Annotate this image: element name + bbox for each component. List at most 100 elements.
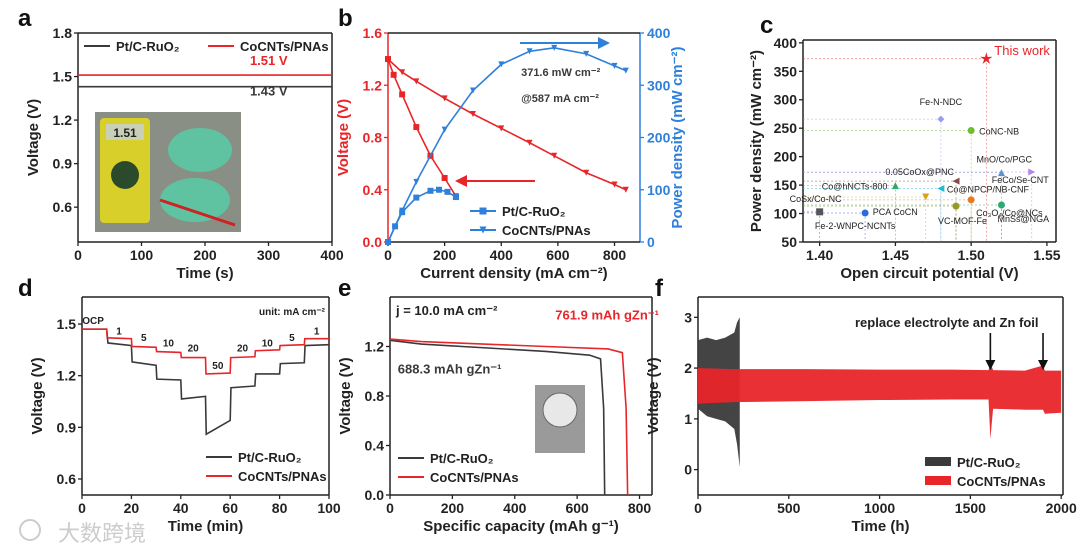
series-line-0 xyxy=(82,328,330,436)
x-axis-label: Time (h) xyxy=(851,518,909,535)
x-tick-label: 1000 xyxy=(864,500,895,516)
x-tick-label: 0 xyxy=(78,500,86,516)
x-tick-label: 1.50 xyxy=(958,247,985,263)
step-label: 5 xyxy=(289,333,295,344)
legend-label: Pt/C-RuO₂ xyxy=(502,204,566,219)
x-axis-label: Current density (mA cm⁻²) xyxy=(420,265,607,282)
y-tick-label: 200 xyxy=(774,149,798,165)
y-tick-label: 0.9 xyxy=(53,156,73,172)
y-tick-label: 0.8 xyxy=(365,388,385,404)
data-point xyxy=(413,124,420,131)
y-tick-label: 0.4 xyxy=(363,182,383,198)
data-point xyxy=(427,187,434,194)
panel-label: c xyxy=(760,12,773,39)
data-point xyxy=(452,194,459,201)
annotation: replace electrolyte and Zn foil xyxy=(855,315,1039,330)
step-label: 50 xyxy=(212,361,224,372)
legend-label: CoCNTs/PNAs xyxy=(502,223,591,238)
data-point xyxy=(413,78,420,85)
cell-window xyxy=(542,392,578,428)
panel-label: b xyxy=(338,5,353,32)
point-label: MnSs@NGA xyxy=(997,214,1049,224)
y-tick-label: 0.6 xyxy=(57,471,77,487)
annotation: 1.51 V xyxy=(250,53,288,68)
x-tick-label: 1.45 xyxy=(882,247,909,263)
glove-hand xyxy=(160,178,230,222)
data-point xyxy=(952,202,960,210)
data-point xyxy=(413,194,420,201)
y2-tick-label: 0 xyxy=(647,234,655,250)
data-point xyxy=(498,125,505,132)
y-tick-label: 0.9 xyxy=(57,419,77,435)
y2-tick-label: 300 xyxy=(647,77,671,93)
x-tick-label: 1.55 xyxy=(1033,247,1060,263)
x-tick-label: 80 xyxy=(272,500,288,516)
series-band-1 xyxy=(698,363,1062,440)
data-point xyxy=(390,71,397,78)
legend-marker xyxy=(479,207,487,215)
data-point xyxy=(611,62,618,69)
data-point xyxy=(441,95,448,102)
x-axis-label: Specific capacity (mAh g⁻¹) xyxy=(423,518,618,535)
legend-label: CoCNTs/PNAs xyxy=(238,469,327,484)
x-tick-label: 600 xyxy=(546,247,570,263)
data-point xyxy=(997,201,1005,209)
point-label: This work xyxy=(994,43,1050,58)
data-point xyxy=(583,50,590,57)
annotation: 688.3 mAh gZn⁻¹ xyxy=(398,362,502,377)
point-label: CoSx/Co-NC xyxy=(790,194,843,204)
data-point xyxy=(861,209,869,217)
step-label: 5 xyxy=(141,333,147,344)
y-axis-label: Voltage (V) xyxy=(337,357,354,434)
data-point xyxy=(583,169,590,176)
data-point xyxy=(622,67,629,74)
panel-d: d 0 20 40 60 80 100 0.6 0.9 1.2 1.5 Time (min) Volta… xyxy=(18,275,341,535)
y-tick-label: 250 xyxy=(774,120,798,136)
panel-label: f xyxy=(655,275,664,302)
y-tick-label: 0.8 xyxy=(363,130,383,146)
data-point xyxy=(435,186,442,193)
step-label: 20 xyxy=(188,344,200,355)
point-label: CoNC-NB xyxy=(979,126,1019,136)
x-tick-label: 0 xyxy=(384,247,392,263)
y-tick-label: 1.6 xyxy=(363,25,383,41)
point-label: Co₃O₄/Co@NCs xyxy=(976,208,1043,218)
panel-a: a 0 100 200 300 400 0.6 0.9 1.2 1.5 1.8 Time (s) Vol… xyxy=(18,5,344,282)
data-point xyxy=(385,56,391,63)
data-point xyxy=(526,139,533,146)
series-line-1 xyxy=(389,338,629,496)
x-tick-label: 1.40 xyxy=(806,247,833,263)
x-tick-label: 60 xyxy=(222,500,238,516)
multimeter-display xyxy=(106,124,144,140)
x-tick-label: 400 xyxy=(320,247,344,263)
x-axis-label: Open circuit potential (V) xyxy=(840,265,1018,282)
y2-tick-label: 200 xyxy=(647,130,671,146)
step-label: 20 xyxy=(237,344,249,355)
x-tick-label: 400 xyxy=(503,500,527,516)
x-axis-label: Time (min) xyxy=(168,518,244,535)
panel-label: a xyxy=(18,5,32,32)
x-tick-label: 600 xyxy=(565,500,589,516)
legend-swatch xyxy=(925,476,951,485)
point-label: FeCo/Se-CNT xyxy=(992,175,1050,185)
y-tick-label: 1.2 xyxy=(53,112,73,128)
x-tick-label: 0 xyxy=(74,247,82,263)
y-tick-label: 3 xyxy=(684,309,692,325)
x-tick-label: 800 xyxy=(628,500,652,516)
arrowhead xyxy=(1038,360,1049,370)
annotation: 371.6 mW cm⁻² xyxy=(521,67,601,79)
data-point xyxy=(399,207,406,214)
y-tick-label: 1.8 xyxy=(53,25,73,41)
y-tick-label: 1.5 xyxy=(57,316,77,332)
y-axis-label: Voltage (V) xyxy=(645,357,662,434)
annotation: 761.9 mAh gZn⁻¹ xyxy=(555,307,659,322)
x-tick-label: 500 xyxy=(777,500,801,516)
point-label: 0.05CoOx@PNC xyxy=(885,167,954,177)
step-label: OCP xyxy=(82,316,104,327)
step-label: 1 xyxy=(314,326,320,337)
y-tick-label: 1.5 xyxy=(53,69,73,85)
y2-axis-label: Power density (mW cm⁻²) xyxy=(669,46,686,228)
x-tick-label: 100 xyxy=(130,247,154,263)
series-line-1 xyxy=(82,328,329,375)
y-tick-label: 1 xyxy=(684,411,692,427)
